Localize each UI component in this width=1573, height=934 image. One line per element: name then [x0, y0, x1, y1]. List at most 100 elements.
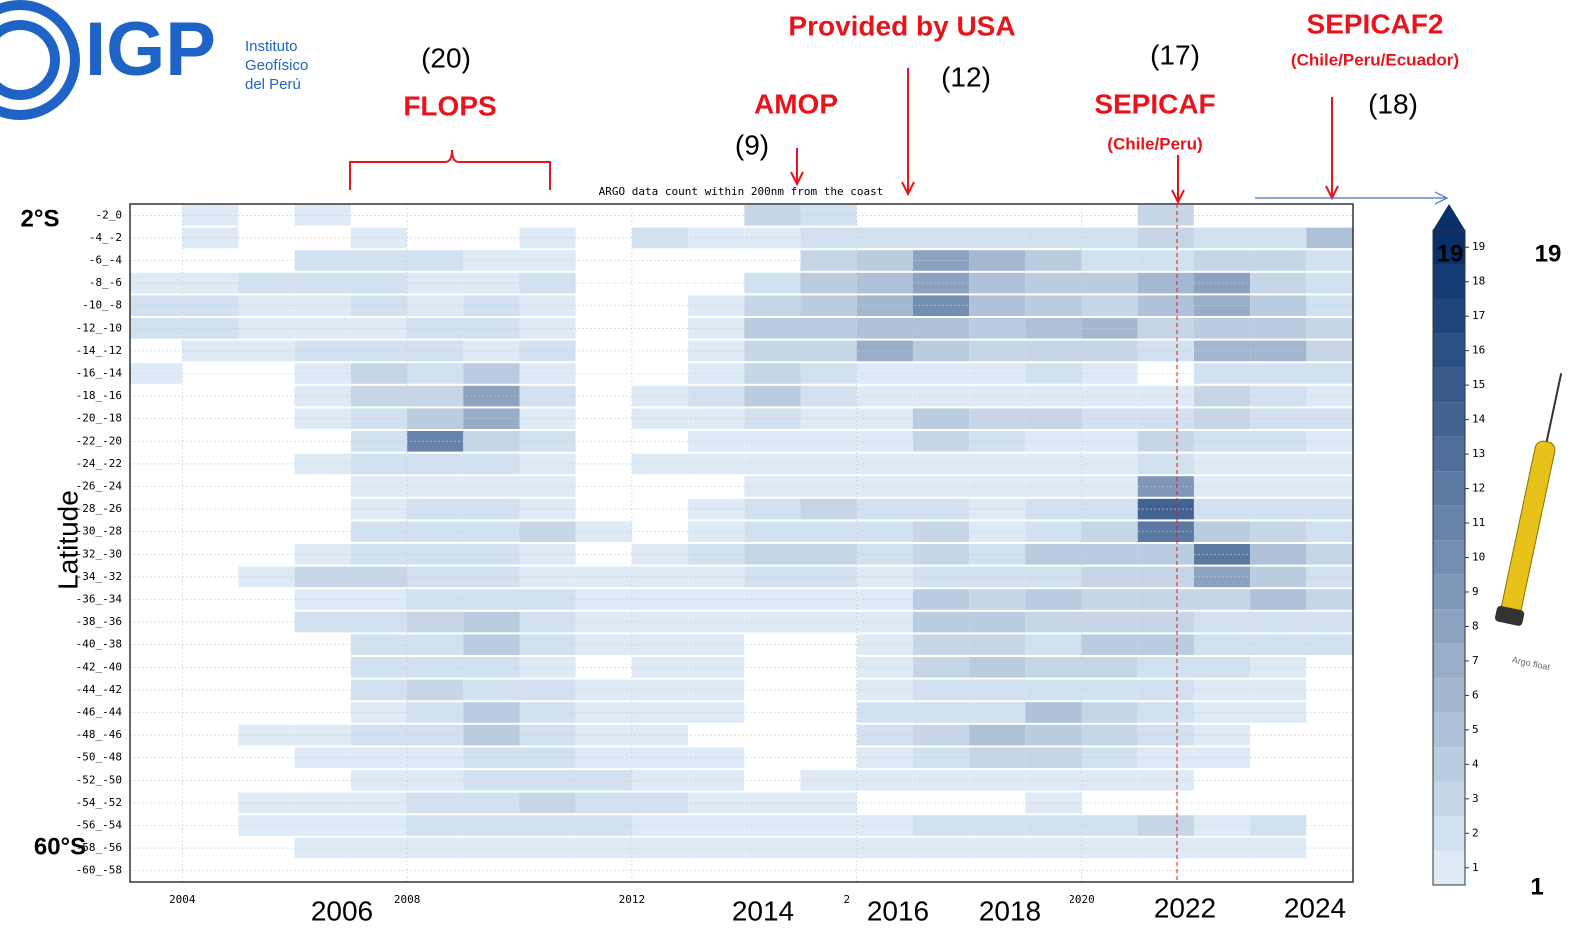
heat-cell [969, 544, 1026, 565]
heat-cell [130, 657, 183, 678]
y-tick-label: -58_-56 [76, 841, 122, 854]
plot: -2_0 -4_-2 -6_-4 -8_-6 -10_-8 -12_-10 -14_-12 -… [76, 204, 1353, 906]
heat-cell [130, 476, 183, 497]
heat-cell [1025, 340, 1082, 362]
arrow [790, 148, 804, 187]
heat-cell [744, 431, 801, 452]
colorbar-frame [1432, 229, 1466, 886]
heat-cell [1137, 453, 1194, 475]
heat-cell [1137, 634, 1194, 655]
y-tick-label: -40_-38 [76, 638, 122, 651]
heat-cell [1306, 318, 1353, 339]
heat-cell [1025, 634, 1082, 655]
heat-cell [130, 227, 183, 249]
heat-cell [1025, 770, 1082, 791]
heat-cell [130, 250, 183, 271]
colorbar-tick-label: 1 [1472, 861, 1479, 874]
float-body [1500, 440, 1556, 619]
colorbar-step [1433, 264, 1465, 299]
heat-cell [1306, 679, 1353, 701]
heat-cell [1137, 431, 1194, 452]
heat-cell [969, 431, 1026, 452]
heat-cell [744, 792, 801, 814]
chart-title: ARGO data count within 200nm from the co… [599, 185, 884, 198]
heat-cell [969, 792, 1026, 814]
heat-cell [130, 318, 183, 339]
heat-cell [1081, 385, 1138, 407]
heat-cell [856, 498, 913, 520]
heat-cell [856, 657, 913, 678]
heat-cell [856, 431, 913, 452]
colorbar-tick-label: 15 [1472, 378, 1485, 391]
logo-ring [0, 20, 60, 100]
heat-cell [1306, 385, 1353, 407]
heat-cell [130, 815, 183, 836]
x-tick-label: 2012 [619, 893, 646, 906]
y-tick-label: -48_-46 [76, 728, 122, 741]
heat-cell [856, 295, 913, 316]
heat-cell [688, 498, 745, 520]
heat-cell [969, 318, 1026, 339]
heat-cell [856, 227, 913, 249]
colorbar-tick-label: 11 [1472, 516, 1485, 529]
heat-cell [688, 679, 745, 701]
heat-cell [744, 318, 801, 339]
colorbar-step [1433, 540, 1465, 575]
heat-cell [1137, 837, 1194, 859]
heat-cell [800, 318, 857, 339]
heat-cell [800, 272, 857, 294]
year-label: 2014 [732, 895, 794, 926]
colorbar-step [1433, 574, 1465, 610]
colorbar-tick-label: 3 [1472, 792, 1479, 805]
heat-cell [1306, 792, 1353, 814]
heat-cell [856, 318, 913, 339]
heat-cell [856, 340, 913, 362]
heat-cell [912, 408, 970, 429]
heat-cell [856, 724, 913, 746]
heat-cell [688, 724, 745, 746]
heat-cell [688, 657, 745, 678]
heat-cell [1025, 272, 1082, 294]
heat-cell [969, 770, 1026, 791]
heat-cell [912, 227, 970, 249]
heat-cell [631, 408, 689, 429]
heat-cell [1306, 837, 1353, 859]
heat-cell [800, 385, 857, 407]
heat-cell [969, 272, 1026, 294]
heat-cell [800, 657, 857, 678]
arrow [1325, 97, 1339, 201]
heat-cell [800, 227, 857, 249]
heat-cell [1306, 521, 1353, 542]
heat-cell [1137, 724, 1194, 746]
program-sub: (Chile/Peru) [1107, 134, 1202, 153]
heat-cell [1025, 589, 1082, 610]
heat-cell [1025, 408, 1082, 429]
y-tick-label: -32_-30 [76, 547, 122, 560]
heat-cell [1025, 544, 1082, 565]
heat-cell [1306, 476, 1353, 497]
logo: IGP Instituto Geofísico del Perú [0, 0, 308, 120]
colorbar-tick-label: 6 [1472, 688, 1479, 701]
heat-cell [1081, 431, 1138, 452]
year-label: 2022 [1154, 892, 1216, 923]
heat-cell [856, 860, 913, 881]
count: (9) [735, 129, 769, 160]
heat-cell [130, 453, 183, 475]
heat-cell [1081, 792, 1138, 814]
heat-cell [800, 679, 857, 701]
heat-cell [912, 634, 970, 655]
heat-cell [744, 611, 801, 633]
logo-ring [0, 0, 80, 120]
heat-cell [130, 702, 183, 723]
arrow [901, 68, 915, 197]
heat-cell [688, 476, 745, 497]
heat-cell [631, 295, 689, 316]
heat-cell [130, 770, 183, 791]
heat-cell [130, 408, 183, 429]
heat-cell [744, 295, 801, 316]
y-tick-label: -52_-50 [76, 773, 122, 786]
heat-cell [1025, 815, 1082, 836]
colorbar-extend [1433, 204, 1465, 230]
heat-cell [1137, 205, 1194, 226]
